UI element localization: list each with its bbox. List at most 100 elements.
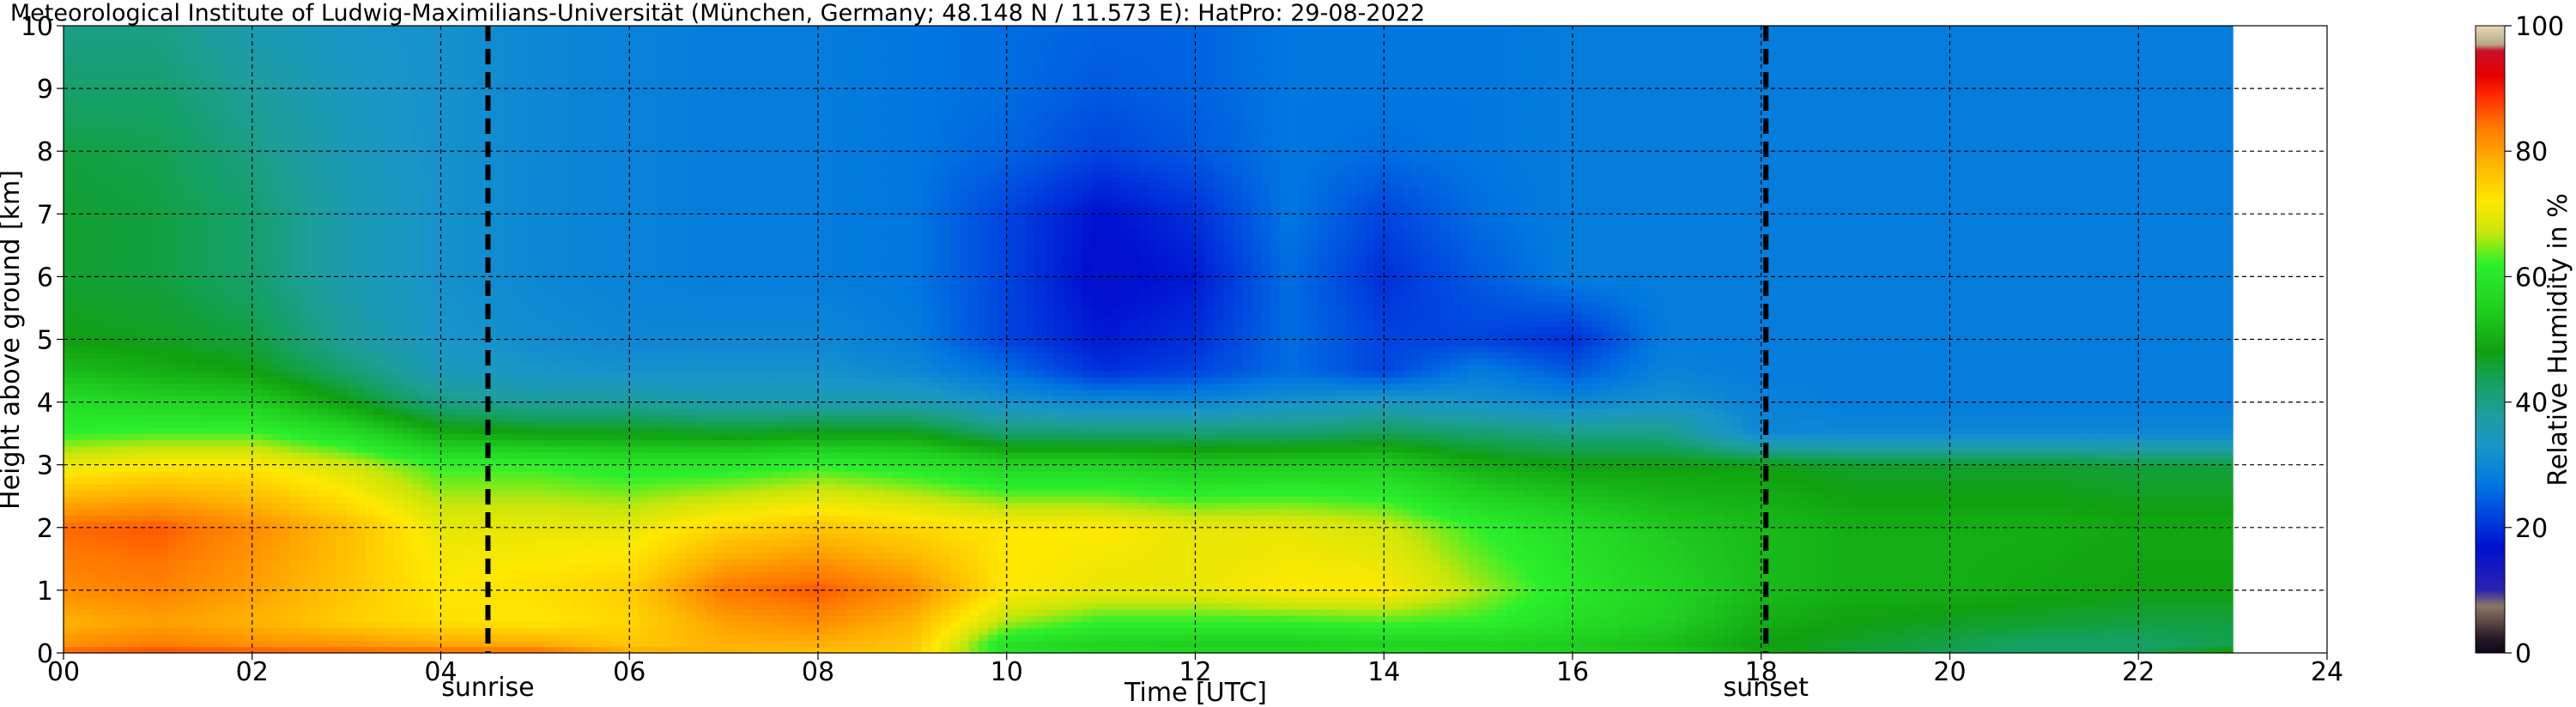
heatmap-cell: [64, 439, 74, 447]
heatmap-cell: [478, 640, 489, 648]
heatmap-cell: [488, 339, 499, 347]
heatmap-cell: [261, 502, 272, 510]
heatmap-cell: [214, 339, 225, 347]
heatmap-cell: [242, 333, 253, 341]
heatmap-cell: [119, 88, 130, 96]
heatmap-cell: [299, 257, 310, 265]
heatmap-cell: [204, 51, 215, 58]
heatmap-cell: [82, 276, 93, 284]
heatmap-cell: [497, 521, 508, 529]
heatmap-cell: [91, 157, 102, 165]
heatmap-cell: [450, 640, 461, 648]
heatmap-cell: [327, 170, 338, 178]
heatmap-cell: [478, 295, 489, 303]
heatmap-cell: [176, 263, 187, 271]
heatmap-cell: [488, 220, 499, 227]
heatmap-cell: [91, 502, 102, 510]
heatmap-cell: [223, 527, 234, 535]
heatmap-cell: [72, 113, 83, 121]
heatmap-cell: [440, 452, 452, 459]
heatmap-cell: [261, 26, 272, 33]
heatmap-cell: [355, 257, 367, 265]
heatmap-cell: [525, 540, 536, 547]
heatmap-cell: [365, 377, 376, 384]
heatmap-cell: [233, 339, 244, 347]
heatmap-cell: [374, 565, 385, 572]
heatmap-cell: [308, 596, 319, 604]
heatmap-cell: [138, 352, 149, 360]
heatmap-cell: [384, 634, 395, 641]
heatmap-cell: [138, 420, 149, 428]
heatmap-cell: [506, 640, 517, 648]
heatmap-cell: [157, 125, 168, 133]
heatmap-cell: [431, 577, 442, 585]
heatmap-cell: [138, 176, 149, 184]
heatmap-cell: [233, 282, 244, 290]
heatmap-cell: [185, 402, 197, 409]
heatmap-cell: [214, 82, 225, 89]
heatmap-cell: [242, 402, 253, 409]
heatmap-cell: [110, 402, 121, 409]
heatmap-cell: [412, 100, 423, 108]
heatmap-cell: [270, 577, 282, 585]
heatmap-cell: [318, 144, 329, 152]
heatmap-cell: [233, 527, 244, 535]
heatmap-cell: [148, 452, 159, 459]
heatmap-cell: [167, 195, 178, 202]
heatmap-cell: [506, 282, 517, 290]
heatmap-cell: [82, 295, 93, 303]
heatmap-cell: [270, 201, 282, 208]
heatmap-cell: [516, 207, 526, 215]
heatmap-cell: [346, 182, 357, 190]
heatmap-cell: [327, 615, 338, 623]
heatmap-cell: [82, 32, 93, 39]
heatmap-cell: [308, 452, 319, 459]
heatmap-cell: [506, 489, 517, 497]
heatmap-cell: [100, 489, 112, 497]
heatmap-cell: [506, 577, 517, 585]
heatmap-cell: [223, 471, 234, 478]
heatmap-cell: [195, 602, 206, 610]
heatmap-cell: [157, 138, 168, 146]
heatmap-cell: [233, 559, 244, 566]
heatmap-cell: [412, 314, 423, 322]
heatmap-cell: [252, 44, 263, 51]
heatmap-cell: [289, 82, 300, 89]
heatmap-cell: [176, 119, 187, 127]
heatmap-cell: [261, 94, 272, 102]
heatmap-cell: [459, 345, 470, 353]
heatmap-cell: [252, 195, 263, 202]
heatmap-cell: [516, 307, 526, 315]
heatmap-cell: [261, 276, 272, 284]
heatmap-cell: [148, 276, 159, 284]
heatmap-cell: [270, 420, 282, 428]
heatmap-cell: [100, 220, 112, 227]
heatmap-cell: [91, 577, 102, 585]
heatmap-cell: [157, 546, 168, 553]
heatmap-cell: [412, 408, 423, 415]
heatmap-cell: [506, 339, 517, 347]
heatmap-cell: [242, 176, 253, 184]
heatmap-cell: [516, 63, 526, 70]
heatmap-cell: [478, 51, 489, 58]
heatmap-cell: [157, 527, 168, 535]
heatmap-cell: [488, 602, 499, 610]
heatmap-cell: [299, 458, 310, 466]
heatmap-cell: [412, 26, 423, 33]
heatmap-cell: [506, 521, 517, 529]
heatmap-cell: [488, 113, 499, 121]
heatmap-cell: [384, 615, 395, 623]
heatmap-cell: [384, 207, 395, 215]
heatmap-cell: [469, 496, 480, 504]
heatmap-cell: [516, 646, 526, 653]
heatmap-cell: [223, 182, 234, 190]
heatmap-cell: [138, 100, 149, 108]
heatmap-cell: [516, 201, 526, 208]
heatmap-cell: [233, 502, 244, 510]
heatmap-cell: [72, 301, 83, 309]
heatmap-cell: [525, 602, 536, 610]
heatmap-cell: [384, 201, 395, 208]
heatmap-cell: [110, 245, 121, 252]
heatmap-cell: [223, 138, 234, 146]
heatmap-cell: [157, 251, 168, 259]
